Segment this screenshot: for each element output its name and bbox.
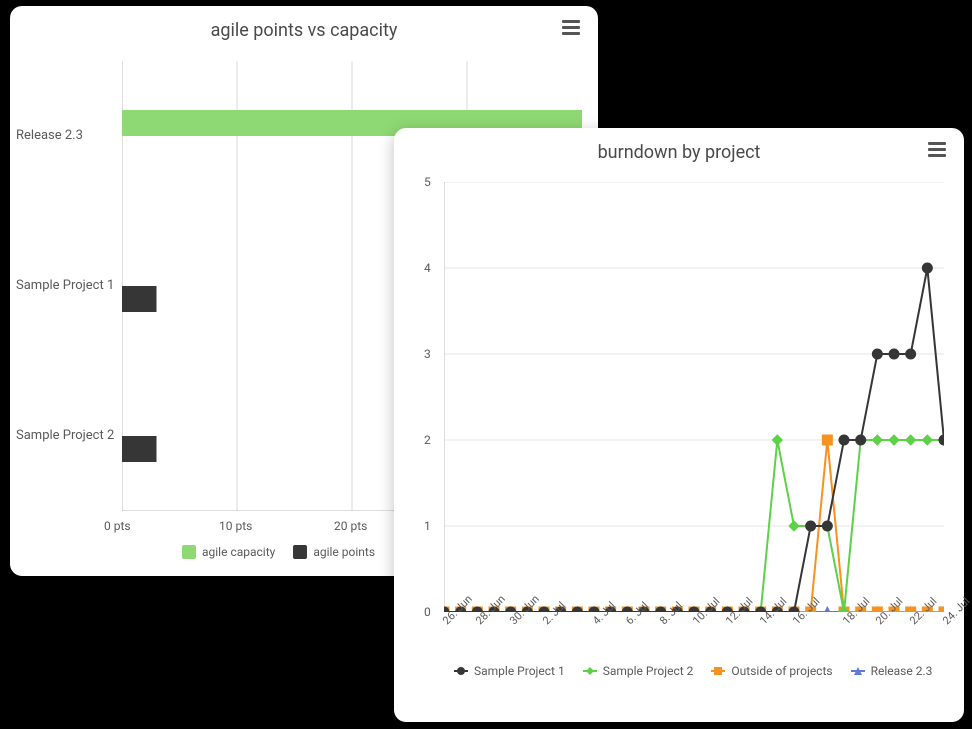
bar-x-tick-label: 0 pts <box>104 519 131 533</box>
line-y-tick-label: 2 <box>424 433 431 447</box>
bar-category-label: Sample Project 2 <box>16 428 114 443</box>
legend-label: Outside of projects <box>731 664 832 678</box>
legend-item[interactable]: agile points <box>293 545 375 559</box>
bar-category-label: Release 2.3 <box>16 128 83 143</box>
legend-marker <box>454 664 468 678</box>
legend-item[interactable]: Release 2.3 <box>851 664 933 678</box>
legend-label: agile points <box>313 545 375 559</box>
menu-icon[interactable] <box>558 20 580 38</box>
bar-category-label: Sample Project 1 <box>16 278 114 293</box>
line-x-tick-label: 24. Jul <box>940 595 972 627</box>
legend-marker <box>583 664 597 678</box>
legend-marker <box>851 664 865 678</box>
bar-legend: agile capacity agile points <box>182 545 375 559</box>
menu-icon[interactable] <box>924 142 946 160</box>
legend-item[interactable]: Sample Project 1 <box>454 664 565 678</box>
chart-title: burndown by project <box>394 142 964 163</box>
line-legend: Sample Project 1 Sample Project 2 Outside … <box>454 664 934 678</box>
burndown-card: burndown by project Sample Project 1Samp… <box>394 128 964 722</box>
line-chart-plot <box>444 182 944 612</box>
legend-label: agile capacity <box>202 545 275 559</box>
legend-item[interactable]: Outside of projects <box>711 664 832 678</box>
legend-label: Sample Project 1 <box>474 664 565 678</box>
bar-x-tick-label: 20 pts <box>334 519 367 533</box>
bar-x-tick-label: 10 pts <box>219 519 252 533</box>
legend-label: Release 2.3 <box>871 664 933 678</box>
line-y-tick-label: 4 <box>424 261 431 275</box>
line-y-tick-label: 3 <box>424 347 431 361</box>
line-y-tick-label: 1 <box>424 519 431 533</box>
legend-label: Sample Project 2 <box>603 664 694 678</box>
legend-swatch <box>182 545 196 559</box>
legend-item[interactable]: Sample Project 2 <box>583 664 694 678</box>
line-y-tick-label: 0 <box>424 605 431 619</box>
legend-item[interactable]: agile capacity <box>182 545 275 559</box>
line-y-tick-label: 5 <box>424 175 431 189</box>
chart-title: agile points vs capacity <box>10 20 598 41</box>
legend-swatch <box>293 545 307 559</box>
legend-marker <box>711 664 725 678</box>
